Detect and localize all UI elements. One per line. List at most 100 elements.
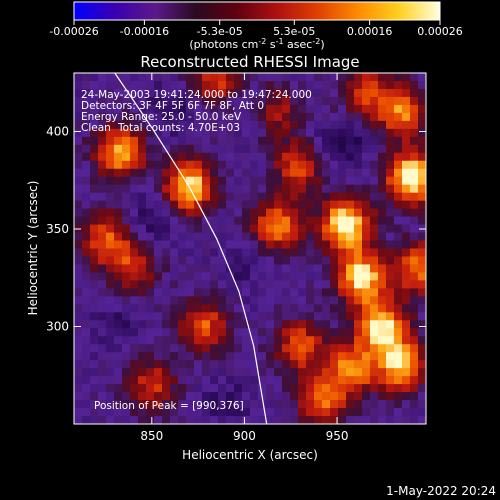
heatmap-cell bbox=[122, 344, 131, 353]
heatmap-cell bbox=[266, 136, 275, 146]
heatmap-cell bbox=[154, 368, 163, 377]
heatmap-cell bbox=[322, 408, 331, 417]
heatmap-cell bbox=[106, 368, 115, 377]
heatmap-cell bbox=[98, 248, 107, 257]
heatmap-cell bbox=[146, 392, 155, 401]
heatmap-cell bbox=[202, 160, 211, 170]
heatmap-cell bbox=[338, 368, 347, 377]
heatmap-cell bbox=[234, 280, 243, 289]
heatmap-cell bbox=[402, 232, 411, 241]
heatmap-cell bbox=[410, 408, 419, 417]
heatmap-cell bbox=[250, 232, 259, 241]
heatmap-cell bbox=[378, 384, 387, 393]
heatmap-cell bbox=[298, 384, 307, 393]
heatmap-cell bbox=[410, 240, 419, 249]
heatmap-cell bbox=[138, 112, 147, 122]
heatmap-cell bbox=[330, 112, 339, 122]
heatmap-cell bbox=[378, 120, 387, 130]
heatmap-cell bbox=[234, 256, 243, 265]
heatmap-cell bbox=[402, 296, 411, 305]
heatmap-cell bbox=[234, 320, 243, 329]
heatmap-cell bbox=[114, 312, 123, 321]
heatmap-cell bbox=[386, 200, 395, 210]
heatmap-cell bbox=[250, 384, 259, 393]
heatmap-cell bbox=[98, 104, 107, 114]
heatmap-cell bbox=[410, 248, 419, 257]
heatmap-cell bbox=[378, 88, 387, 98]
heatmap-cell bbox=[202, 344, 211, 353]
heatmap-cell bbox=[370, 360, 379, 369]
heatmap-cell bbox=[106, 360, 115, 369]
heatmap-cell bbox=[186, 120, 195, 130]
heatmap-cell bbox=[154, 312, 163, 321]
heatmap-cell bbox=[170, 400, 179, 409]
heatmap-cell bbox=[258, 352, 267, 361]
heatmap-cell bbox=[242, 184, 251, 194]
heatmap-cell bbox=[298, 160, 307, 170]
heatmap-cell bbox=[154, 96, 163, 106]
heatmap-cell bbox=[122, 312, 131, 321]
heatmap-cell bbox=[178, 264, 187, 273]
heatmap-cell bbox=[170, 136, 179, 146]
heatmap-cell bbox=[146, 152, 155, 162]
heatmap-cell bbox=[346, 296, 355, 305]
heatmap-cell bbox=[154, 152, 163, 162]
heatmap-cell bbox=[178, 416, 187, 424]
heatmap-cell bbox=[338, 176, 347, 186]
heatmap-cell bbox=[250, 73, 259, 82]
heatmap-cell bbox=[410, 224, 419, 233]
heatmap-cell bbox=[386, 208, 395, 217]
heatmap-cell bbox=[322, 88, 331, 98]
heatmap-cell bbox=[306, 296, 315, 305]
heatmap-cell bbox=[218, 216, 227, 225]
heatmap-cell bbox=[186, 256, 195, 265]
heatmap-cell bbox=[330, 376, 339, 385]
heatmap-cell bbox=[418, 200, 426, 210]
heatmap-cell bbox=[146, 73, 155, 82]
heatmap-cell bbox=[138, 280, 147, 289]
heatmap-cell bbox=[146, 408, 155, 417]
heatmap-cell bbox=[210, 416, 219, 424]
heatmap-cell bbox=[170, 240, 179, 249]
heatmap-cell bbox=[330, 296, 339, 305]
heatmap-cell bbox=[82, 400, 91, 409]
heatmap-cell bbox=[330, 256, 339, 265]
heatmap-cell bbox=[322, 120, 331, 130]
heatmap-cell bbox=[258, 104, 267, 114]
heatmap-cell bbox=[418, 216, 426, 225]
heatmap-cell bbox=[346, 328, 355, 337]
heatmap-cell bbox=[138, 360, 147, 369]
heatmap-cell bbox=[346, 320, 355, 329]
heatmap-cell bbox=[298, 192, 307, 202]
heatmap-cell bbox=[178, 192, 187, 202]
heatmap-cell bbox=[234, 288, 243, 297]
heatmap-cell bbox=[386, 288, 395, 297]
heatmap-cell bbox=[114, 400, 123, 409]
heatmap-cell bbox=[290, 288, 299, 297]
heatmap-cell bbox=[130, 80, 139, 90]
heatmap-cell bbox=[82, 112, 91, 122]
heatmap-cell bbox=[194, 136, 203, 146]
heatmap-cell bbox=[394, 344, 403, 353]
heatmap-cell bbox=[274, 160, 283, 170]
heatmap-cell bbox=[298, 320, 307, 329]
heatmap-cell bbox=[330, 128, 339, 138]
heatmap-cell bbox=[354, 376, 363, 385]
heatmap-cell bbox=[242, 288, 251, 297]
heatmap-cell bbox=[330, 408, 339, 417]
heatmap-cell bbox=[234, 368, 243, 377]
heatmap-cell bbox=[114, 264, 123, 273]
heatmap-cell bbox=[322, 200, 331, 210]
heatmap-cell bbox=[130, 408, 139, 417]
heatmap-cell bbox=[122, 104, 131, 114]
heatmap-cell bbox=[290, 272, 299, 281]
heatmap-cell bbox=[194, 272, 203, 281]
heatmap-cell bbox=[330, 152, 339, 162]
heatmap-cell bbox=[90, 216, 99, 225]
heatmap-cell bbox=[322, 248, 331, 257]
heatmap-cell bbox=[194, 304, 203, 313]
heatmap-cell bbox=[266, 376, 275, 385]
heatmap-cell bbox=[250, 200, 259, 210]
heatmap-cell bbox=[394, 376, 403, 385]
heatmap-cell bbox=[178, 128, 187, 138]
